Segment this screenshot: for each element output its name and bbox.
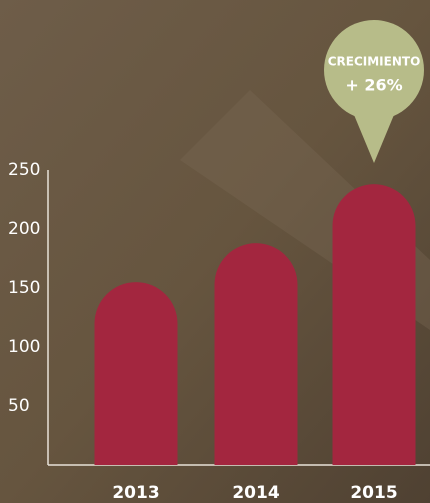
bar xyxy=(94,282,178,465)
annotation-text: + 26% xyxy=(345,76,402,95)
annotation-bubble xyxy=(352,110,396,163)
x-tick-label: 2014 xyxy=(232,483,279,503)
x-tick-label: 2015 xyxy=(350,483,397,503)
y-tick-label: 100 xyxy=(8,337,40,357)
y-tick-label: 250 xyxy=(8,160,40,180)
bar xyxy=(214,243,298,465)
y-tick-label: 150 xyxy=(8,278,40,298)
y-tick-label: 50 xyxy=(8,396,30,416)
annotation-text: CRECIMIENTO xyxy=(328,55,421,69)
bar xyxy=(332,184,416,466)
y-tick-label: 200 xyxy=(8,219,40,239)
x-tick-label: 2013 xyxy=(112,483,159,503)
annotation-bubble xyxy=(324,20,424,120)
